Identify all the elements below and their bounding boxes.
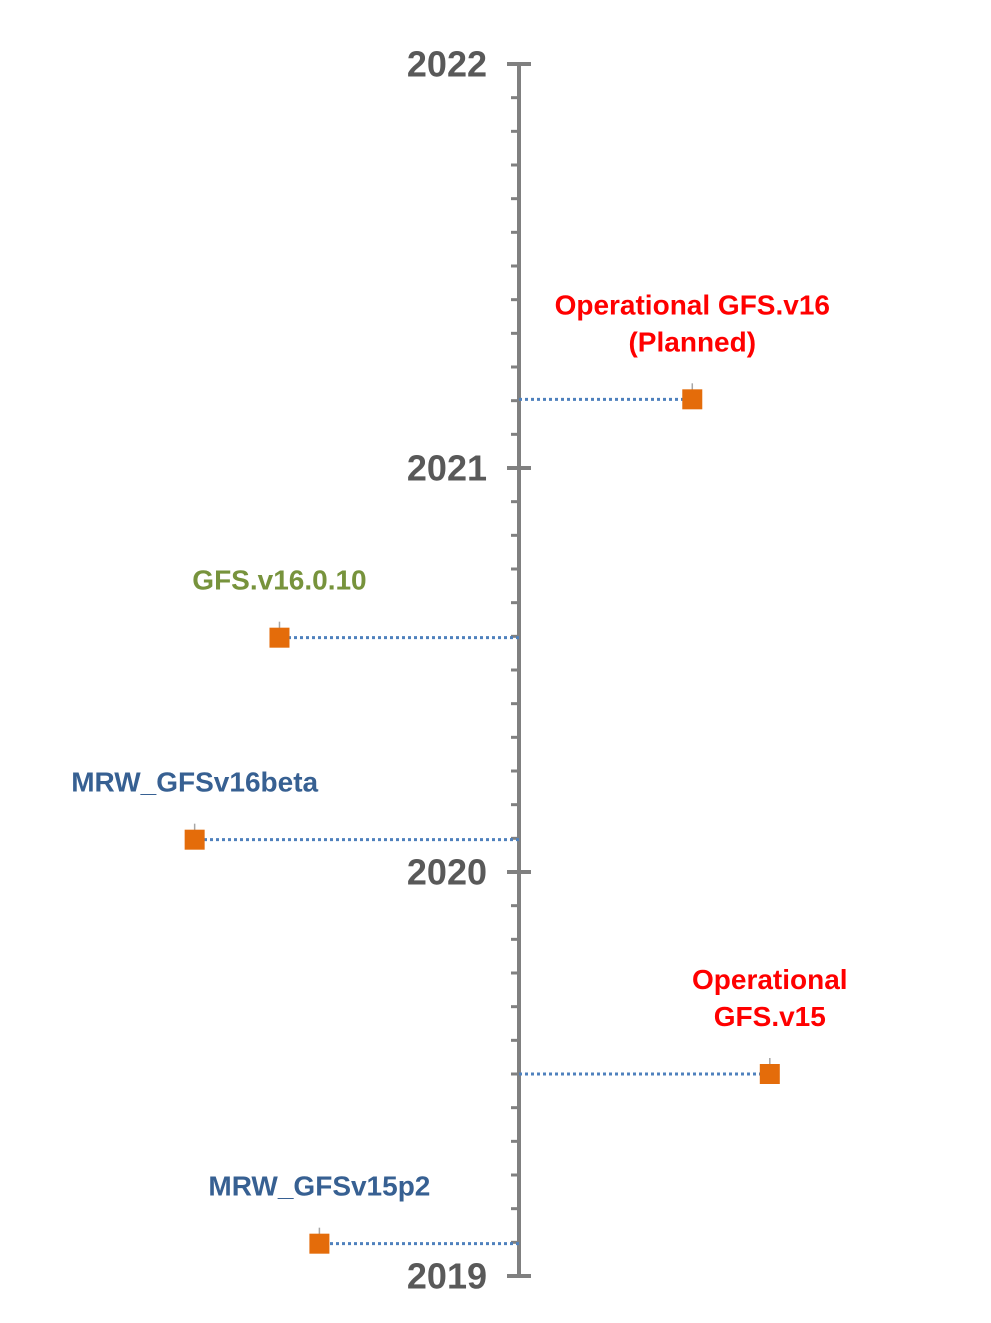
event-label: (Planned)	[628, 326, 756, 357]
event-marker	[184, 829, 205, 850]
event-markers	[184, 383, 780, 1254]
timeline-axis: 2019 2020 2021 2022	[407, 44, 531, 1297]
event-marker	[269, 627, 290, 648]
year-tick-label: 2021	[407, 448, 487, 489]
event-marker	[309, 1233, 330, 1254]
event-labels: MRW_GFSv15p2 Operational GFS.v15 MRW_GFSv16…	[71, 289, 847, 1201]
event-marker	[682, 389, 703, 410]
connector-lines	[194, 397, 770, 1246]
event-label: MRW_GFSv16beta	[71, 767, 318, 798]
event-label: MRW_GFSv15p2	[208, 1171, 430, 1202]
year-tick-label: 2022	[407, 44, 487, 85]
event-label: Operational	[692, 964, 848, 995]
year-tick-label: 2019	[407, 1256, 487, 1297]
event-label: GFS.v16.0.10	[192, 565, 366, 596]
event-label: GFS.v15	[714, 1001, 826, 1032]
event-label: Operational GFS.v16	[555, 289, 830, 320]
year-tick-label: 2020	[407, 852, 487, 893]
event-marker	[759, 1064, 780, 1084]
